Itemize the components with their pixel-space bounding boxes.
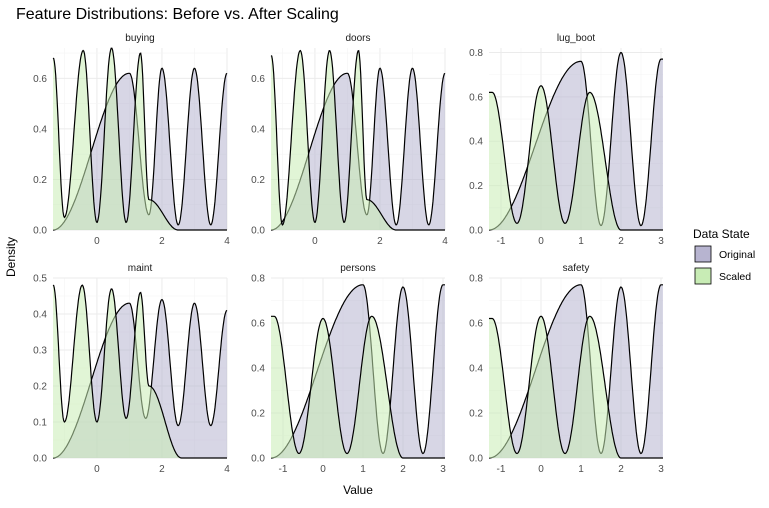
x-tick-label: 4	[442, 236, 448, 247]
y-tick-label: 0.5	[33, 274, 47, 285]
y-tick-label: 0.6	[251, 319, 265, 330]
density-line-scaled	[52, 284, 227, 459]
x-tick-label: -1	[279, 464, 288, 475]
y-tick-label: 0.4	[469, 364, 483, 375]
x-axis-title: Value	[343, 483, 373, 497]
y-tick-label: 0.2	[469, 181, 483, 192]
facet-label: doors	[345, 33, 370, 44]
facet-panel-persons: persons -1 0 1 2 3 0.0 0.2 0.4 0.6 0.8	[251, 263, 446, 475]
y-tick-label: 0.0	[469, 226, 483, 237]
y-tick-label: 0.0	[251, 226, 265, 237]
density-area-scaled	[53, 48, 227, 231]
x-tick-label: 0	[312, 236, 318, 247]
legend: Data State Original Scaled	[693, 227, 755, 285]
x-tick-label: 3	[658, 236, 664, 247]
density-line-scaled	[271, 315, 445, 459]
x-tick-label: 0	[94, 464, 100, 475]
y-tick-label: 0.2	[251, 409, 265, 420]
x-tick-label: -1	[497, 464, 506, 475]
facet-panel-lug_boot: lug_boot -1 0 1 2 3 0.0 0.2 0.4 0.6 0.8	[469, 33, 664, 247]
x-tick-label: 2	[159, 464, 165, 475]
x-tick-label: 3	[658, 464, 664, 475]
y-tick-label: 0.0	[33, 226, 47, 237]
legend-label-scaled: Scaled	[719, 271, 751, 283]
facet-panel-doors: doors 0 2 4 0.0 0.2 0.4 0.6	[251, 33, 448, 247]
density-line-original	[489, 51, 663, 231]
facet-label: safety	[563, 263, 590, 274]
x-tick-label: 2	[159, 236, 165, 247]
y-tick-label: 0.2	[251, 175, 265, 186]
y-tick-label: 0.2	[33, 382, 47, 393]
y-tick-label: 0.0	[33, 454, 47, 465]
facet-label: maint	[128, 263, 153, 274]
density-area-original	[53, 299, 227, 458]
density-area-scaled	[489, 85, 663, 230]
density-area-scaled	[489, 316, 663, 458]
y-tick-label: 0.8	[469, 48, 483, 59]
facet-label: lug_boot	[557, 33, 596, 44]
density-line-original	[271, 284, 445, 459]
density-line-scaled	[489, 85, 663, 231]
facet-panel-maint: maint 0 2 4 0.0 0.1 0.2 0.3 0.4 0.5	[33, 263, 230, 475]
legend-key-scaled	[694, 267, 712, 285]
y-tick-label: 0.4	[33, 124, 47, 135]
y-tick-label: 0.0	[469, 454, 483, 465]
x-tick-label: 0	[538, 464, 544, 475]
x-tick-label: 0	[538, 236, 544, 247]
x-tick-label: 2	[618, 464, 624, 475]
x-tick-label: 1	[578, 464, 584, 475]
y-axis-title: Density	[4, 237, 18, 277]
x-tick-label: 2	[400, 464, 406, 475]
legend-label-original: Original	[719, 249, 755, 261]
y-tick-label: 0.6	[469, 319, 483, 330]
x-tick-label: 3	[440, 464, 446, 475]
y-tick-label: 0.6	[469, 92, 483, 103]
y-tick-label: 0.6	[251, 74, 265, 85]
density-area-scaled	[53, 285, 227, 458]
y-tick-label: 0.0	[251, 454, 265, 465]
x-tick-label: 0	[94, 236, 100, 247]
x-tick-label: 0	[320, 464, 326, 475]
density-line-scaled	[489, 315, 663, 459]
y-tick-label: 0.8	[469, 274, 483, 285]
chart-title: Feature Distributions: Before vs. After …	[16, 6, 339, 23]
y-tick-label: 0.6	[33, 74, 47, 85]
x-tick-label: 2	[618, 236, 624, 247]
x-tick-label: 1	[360, 464, 366, 475]
density-line-scaled	[270, 49, 445, 231]
y-tick-label: 0.1	[33, 418, 47, 429]
density-area-scaled	[271, 50, 445, 230]
y-tick-label: 0.4	[469, 137, 483, 148]
y-tick-label: 0.2	[33, 175, 47, 186]
x-tick-label: -1	[497, 236, 506, 247]
facet-label: buying	[125, 33, 154, 44]
legend-key-original	[694, 245, 712, 263]
y-tick-label: 0.4	[251, 124, 265, 135]
y-tick-label: 0.8	[251, 274, 265, 285]
facet-panel-buying: buying 0 2 4 0.0 0.2 0.4 0.6	[33, 33, 230, 247]
x-tick-label: 4	[224, 464, 230, 475]
legend-title: Data State	[693, 227, 750, 241]
x-tick-label: 2	[377, 236, 383, 247]
y-tick-label: 0.3	[33, 346, 47, 357]
facet-panel-safety: safety -1 0 1 2 3 0.0 0.2 0.4 0.6 0.8	[469, 263, 664, 475]
x-tick-label: 4	[224, 236, 230, 247]
density-line-scaled	[52, 47, 227, 231]
y-tick-label: 0.4	[33, 310, 47, 321]
facet-panels: buying 0 2 4 0.0 0.2 0.4 0.6 doors 0 2 4 0.0 0.2 0.4 0.…	[33, 33, 664, 475]
density-line-original	[489, 284, 663, 459]
facet-label: persons	[340, 263, 376, 274]
density-area-scaled	[271, 316, 445, 458]
y-tick-label: 0.2	[469, 409, 483, 420]
y-tick-label: 0.4	[251, 364, 265, 375]
x-tick-label: 1	[578, 236, 584, 247]
